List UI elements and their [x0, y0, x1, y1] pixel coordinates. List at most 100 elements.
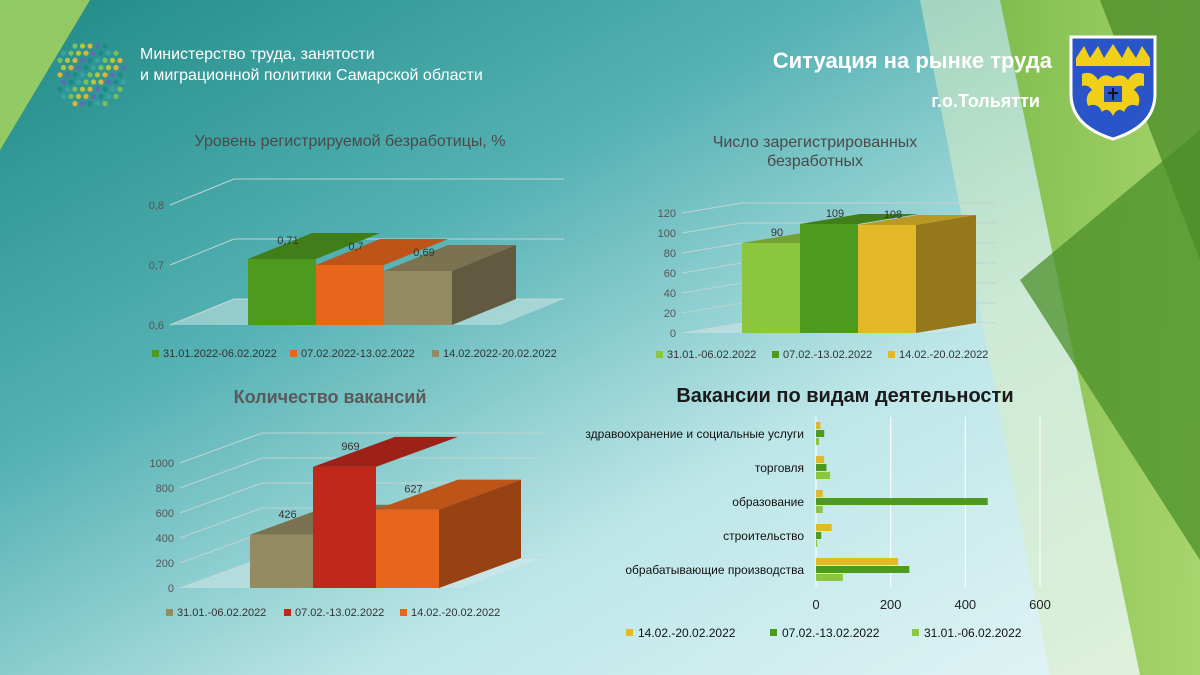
legend-label: 31.01.-06.02.2022 [924, 626, 1022, 640]
logo-dot [72, 43, 78, 49]
logo-dot [94, 43, 101, 49]
chart-title-line-1: Число зарегистрированных [712, 134, 918, 151]
logo-dot [75, 50, 82, 56]
logo-dot [60, 79, 67, 85]
bar [816, 464, 827, 471]
logo-dot [68, 93, 74, 99]
bar [376, 509, 439, 588]
grid-line [681, 242, 743, 254]
logo-dot [113, 50, 119, 56]
chart-title-line-2: безработных [766, 153, 864, 170]
logo-dot [75, 79, 82, 85]
bar-top [248, 233, 380, 259]
y-tick-label: 0,6 [149, 320, 164, 332]
legend-swatch [912, 629, 919, 636]
legend-swatch [284, 609, 291, 616]
logo-dot [94, 86, 101, 92]
bar [816, 472, 831, 479]
y-tick-label: 800 [156, 483, 174, 495]
category-label: строительство [723, 529, 804, 543]
ministry-line-2: и миграционной политики Самарской област… [140, 67, 483, 84]
legend-swatch [656, 351, 663, 358]
logo-dot [102, 57, 108, 63]
bar-top [316, 239, 448, 265]
chart-title-unemployment-rate: Уровень регистрируемой безработицы, % [194, 133, 506, 150]
bar [313, 466, 376, 588]
bar [816, 524, 832, 531]
logo-dot [64, 72, 71, 78]
legend-swatch [770, 629, 777, 636]
ministry-line-1: Министерство труда, занятости [140, 46, 375, 63]
logo-dot [79, 101, 86, 107]
logo-dot [60, 65, 67, 71]
bar [816, 574, 843, 581]
corner-accent [0, 0, 90, 150]
logo-dot [120, 65, 127, 71]
bar-side [916, 215, 976, 333]
legend-label: 14.02.-20.02.2022 [899, 349, 988, 361]
y-tick-label: 0,7 [149, 260, 164, 272]
chart-vacancies-by-activity: здравоохранение и социальные услуги торго… [585, 417, 1051, 640]
grid-line [681, 222, 743, 234]
logo-dot [68, 50, 74, 56]
legend-swatch [400, 609, 407, 616]
chart-registered-unemployed: 0 20 40 60 80 100 120 90 109 108 31.01.-06.02.2022… [656, 202, 996, 361]
logo-dot [102, 101, 108, 107]
y-tick-label: 1000 [150, 458, 174, 470]
logo-dot [90, 93, 97, 99]
grid-line [179, 482, 263, 514]
logo-dot [102, 43, 108, 49]
chart-title-vacancies-by-activity: Вакансии по видам деятельности [676, 385, 1014, 407]
legend-label: 14.02.2022-20.02.2022 [443, 348, 557, 360]
logo-dot [83, 93, 89, 99]
logo-dot [72, 101, 78, 107]
y-tick-label: 400 [156, 533, 174, 545]
logo-dot [117, 86, 123, 92]
bar-top [376, 479, 521, 510]
data-label: 426 [278, 509, 296, 521]
logo-dot [57, 72, 63, 78]
bar [816, 566, 910, 573]
legend-label: 31.01.-06.02.2022 [177, 607, 266, 619]
y-tick-label: 20 [664, 308, 676, 320]
bar [816, 430, 825, 437]
y-tick-label: 0 [168, 583, 174, 595]
x-tick-label: 200 [880, 597, 902, 612]
grid-line [179, 507, 263, 539]
page-title: Ситуация на рынке труда [772, 48, 1052, 73]
grid-line [179, 532, 263, 564]
logo-dot [117, 57, 123, 63]
bar [858, 225, 916, 333]
bar [316, 265, 384, 325]
bar [250, 534, 313, 588]
logo-dot [72, 72, 78, 78]
legend-swatch [432, 350, 439, 357]
logo-dot [87, 57, 93, 63]
y-tick-label: 200 [156, 558, 174, 570]
bar [816, 438, 819, 445]
logo-dot [90, 65, 97, 71]
logo-dot [105, 79, 112, 85]
x-tick-label: 0 [812, 597, 819, 612]
bar [816, 540, 818, 547]
chart-vacancies: 0 200 400 600 800 1000 426 969 627 31.01.-06.02.2… [150, 432, 542, 619]
grid-line [681, 282, 743, 294]
y-tick-label: 600 [156, 508, 174, 520]
logo-dot [57, 86, 63, 92]
logo-dot [102, 86, 108, 92]
y-tick-label: 0 [670, 328, 676, 340]
legend-swatch [772, 351, 779, 358]
bar-top [313, 436, 458, 467]
logo-dot [64, 86, 71, 92]
data-label: 90 [771, 227, 783, 239]
grid-line [169, 178, 235, 206]
bar [816, 506, 823, 513]
y-tick-label: 60 [664, 268, 676, 280]
logo-dot [113, 79, 119, 85]
logo-dot [113, 93, 119, 99]
bar-top [800, 214, 918, 224]
logo-dot [105, 65, 112, 71]
logo-dot [87, 43, 93, 49]
legend-label: 31.01.2022-06.02.2022 [163, 348, 277, 360]
data-label: 108 [884, 209, 902, 221]
